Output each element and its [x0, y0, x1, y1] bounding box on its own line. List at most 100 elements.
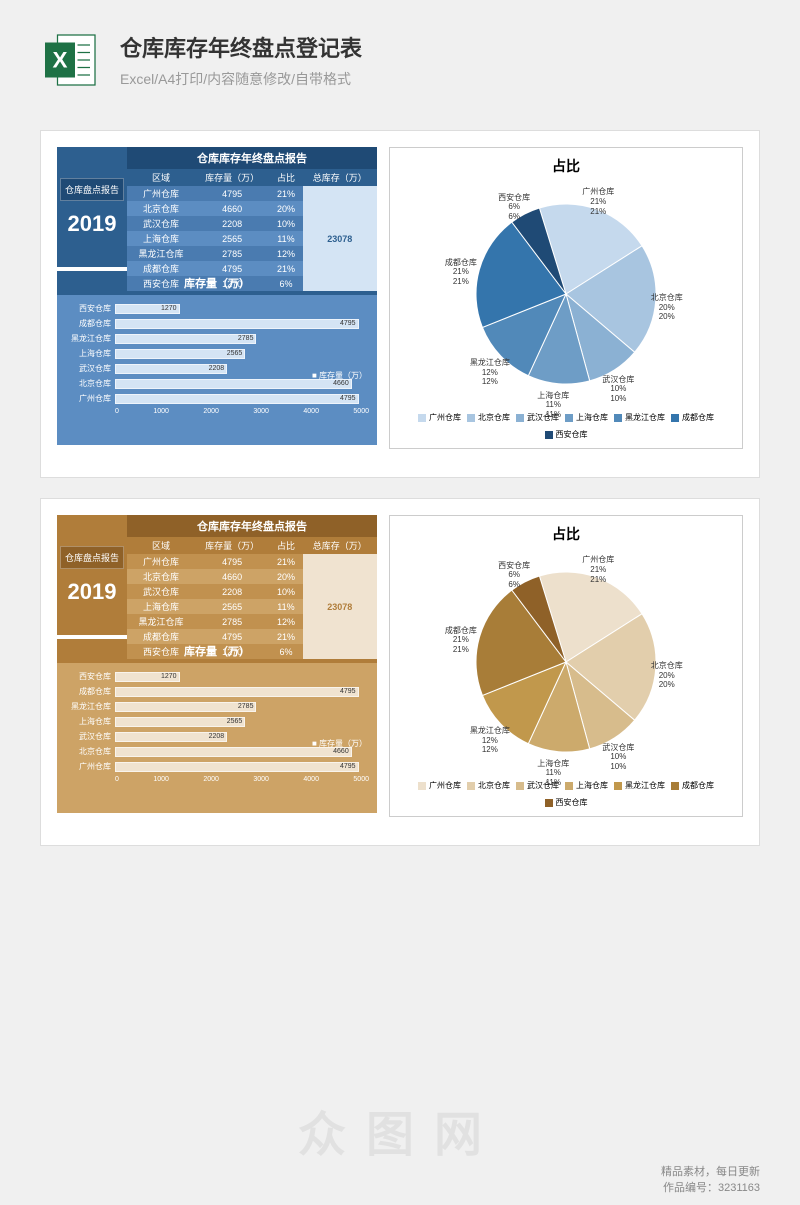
- total-value: 23078: [303, 186, 377, 291]
- bar-label: 广州仓库: [65, 393, 115, 404]
- col-header: 总库存（万）: [303, 169, 377, 186]
- badge-year: 2019: [68, 211, 117, 237]
- svg-text:X: X: [52, 48, 67, 73]
- legend-item: 上海仓库: [565, 412, 608, 423]
- bar-label: 北京仓库: [65, 746, 115, 757]
- pie-chart-title: 占比: [398, 156, 734, 176]
- bar-label: 北京仓库: [65, 378, 115, 389]
- cell-region: 黑龙江仓库: [127, 614, 195, 629]
- cell-pct: 21%: [269, 629, 302, 644]
- inventory-table: 区域 库存量（万） 占比 总库存（万） 广州仓库 4795 21% 23078 …: [127, 169, 377, 291]
- cell-region: 北京仓库: [127, 569, 195, 584]
- bar-legend: ■ 库存量（万）: [312, 370, 367, 381]
- cell-stock: 4795: [195, 554, 269, 569]
- legend-item: 北京仓库: [467, 780, 510, 791]
- cell-pct: 21%: [269, 261, 302, 276]
- bar-label: 西安仓库: [65, 671, 115, 682]
- col-header: 区域: [127, 537, 195, 554]
- bar-label: 上海仓库: [65, 716, 115, 727]
- bar-label: 黑龙江仓库: [65, 333, 115, 344]
- col-header: 库存量（万）: [195, 537, 269, 554]
- cell-region: 黑龙江仓库: [127, 246, 195, 261]
- cell-stock: 4660: [195, 569, 269, 584]
- cell-region: 上海仓库: [127, 599, 195, 614]
- legend-item: 广州仓库: [418, 412, 461, 423]
- year-badge: 仓库盘点报告 2019: [57, 515, 127, 635]
- cell-region: 上海仓库: [127, 231, 195, 246]
- bar-row: 成都仓库 4795: [65, 318, 369, 329]
- pie-slice-label: 武汉仓库10%10%: [602, 743, 634, 772]
- bar-row: 上海仓库 2565: [65, 348, 369, 359]
- legend-item: 西安仓库: [545, 429, 588, 440]
- footer-line: 作品编号：3231163: [661, 1179, 760, 1195]
- cell-stock: 4660: [195, 201, 269, 216]
- legend-item: 黑龙江仓库: [614, 780, 665, 791]
- bar-row: 广州仓库 4795: [65, 761, 369, 772]
- legend-item: 西安仓库: [545, 797, 588, 808]
- pie-slice-label: 上海仓库11%11%: [537, 391, 569, 420]
- table-title: 仓库库存年终盘点报告: [127, 515, 377, 537]
- legend-item: 上海仓库: [565, 780, 608, 791]
- bar-label: 广州仓库: [65, 761, 115, 772]
- pie-chart-title: 占比: [398, 524, 734, 544]
- cell-stock: 4795: [195, 261, 269, 276]
- bar-legend: ■ 库存量（万）: [312, 738, 367, 749]
- pie-slice-label: 西安仓库6%6%: [498, 193, 530, 222]
- bar-label: 成都仓库: [65, 686, 115, 697]
- legend-item: 成都仓库: [671, 780, 714, 791]
- pie-slice-label: 成都仓库21%21%: [445, 258, 477, 287]
- cell-stock: 4795: [195, 629, 269, 644]
- col-header: 区域: [127, 169, 195, 186]
- table-title: 仓库库存年终盘点报告: [127, 147, 377, 169]
- report-card-blue: 仓库盘点报告 2019 仓库库存年终盘点报告 区域 库存量（万） 占比 总库存（…: [40, 130, 760, 478]
- badge-year: 2019: [68, 579, 117, 605]
- cell-pct: 6%: [269, 276, 302, 291]
- cell-region: 成都仓库: [127, 261, 195, 276]
- cell-stock: 2785: [195, 614, 269, 629]
- bar-chart-section: 库存量（万） 西安仓库 1270 成都仓库 4795 黑龙江仓库 2785 上海…: [57, 271, 377, 445]
- bar-label: 西安仓库: [65, 303, 115, 314]
- excel-icon: X: [40, 30, 100, 90]
- page-title: 仓库库存年终盘点登记表: [120, 31, 362, 63]
- pie-slice-label: 北京仓库20%20%: [651, 661, 683, 690]
- col-header: 总库存（万）: [303, 537, 377, 554]
- cell-region: 广州仓库: [127, 554, 195, 569]
- pie-slice-label: 成都仓库21%21%: [445, 626, 477, 655]
- cell-region: 北京仓库: [127, 201, 195, 216]
- pie-chart-section: 占比 广州仓库21%21%北京仓库20%20%武汉仓库10%10%上海仓库11%…: [389, 147, 743, 449]
- footer: 精品素材，每日更新 作品编号：3231163: [661, 1163, 760, 1195]
- bar-label: 上海仓库: [65, 348, 115, 359]
- bar-label: 黑龙江仓库: [65, 701, 115, 712]
- cell-pct: 10%: [269, 584, 302, 599]
- cell-stock: 2565: [195, 599, 269, 614]
- cell-pct: 21%: [269, 186, 302, 201]
- pie-slice-label: 广州仓库21%21%: [582, 555, 614, 584]
- cell-pct: 20%: [269, 201, 302, 216]
- cell-pct: 12%: [269, 614, 302, 629]
- pie-slice-label: 西安仓库6%6%: [498, 561, 530, 590]
- badge-label: 仓库盘点报告: [60, 546, 124, 569]
- legend-item: 广州仓库: [418, 780, 461, 791]
- watermark-text: 众图网: [0, 1095, 800, 1165]
- bar-row: 西安仓库 1270: [65, 671, 369, 682]
- legend-item: 成都仓库: [671, 412, 714, 423]
- bar-chart-section: 库存量（万） 西安仓库 1270 成都仓库 4795 黑龙江仓库 2785 上海…: [57, 639, 377, 813]
- bar-row: 广州仓库 4795: [65, 393, 369, 404]
- pie-chart-section: 占比 广州仓库21%21%北京仓库20%20%武汉仓库10%10%上海仓库11%…: [389, 515, 743, 817]
- bar-label: 武汉仓库: [65, 731, 115, 742]
- cell-pct: 10%: [269, 216, 302, 231]
- pie-slice-label: 北京仓库20%20%: [651, 293, 683, 322]
- report-card-brown: 仓库盘点报告 2019 仓库库存年终盘点报告 区域 库存量（万） 占比 总库存（…: [40, 498, 760, 846]
- cell-pct: 21%: [269, 554, 302, 569]
- cell-region: 武汉仓库: [127, 216, 195, 231]
- page-subtitle: Excel/A4打印/内容随意修改/自带格式: [120, 69, 362, 89]
- cell-region: 武汉仓库: [127, 584, 195, 599]
- pie-chart: 广州仓库21%21%北京仓库20%20%武汉仓库10%10%上海仓库11%11%…: [456, 184, 676, 404]
- cell-pct: 11%: [269, 599, 302, 614]
- bar-row: 西安仓库 1270: [65, 303, 369, 314]
- pie-slice-label: 广州仓库21%21%: [582, 187, 614, 216]
- page-header: X 仓库库存年终盘点登记表 Excel/A4打印/内容随意修改/自带格式: [0, 0, 800, 110]
- badge-label: 仓库盘点报告: [60, 178, 124, 201]
- cell-pct: 20%: [269, 569, 302, 584]
- cell-stock: 2208: [195, 584, 269, 599]
